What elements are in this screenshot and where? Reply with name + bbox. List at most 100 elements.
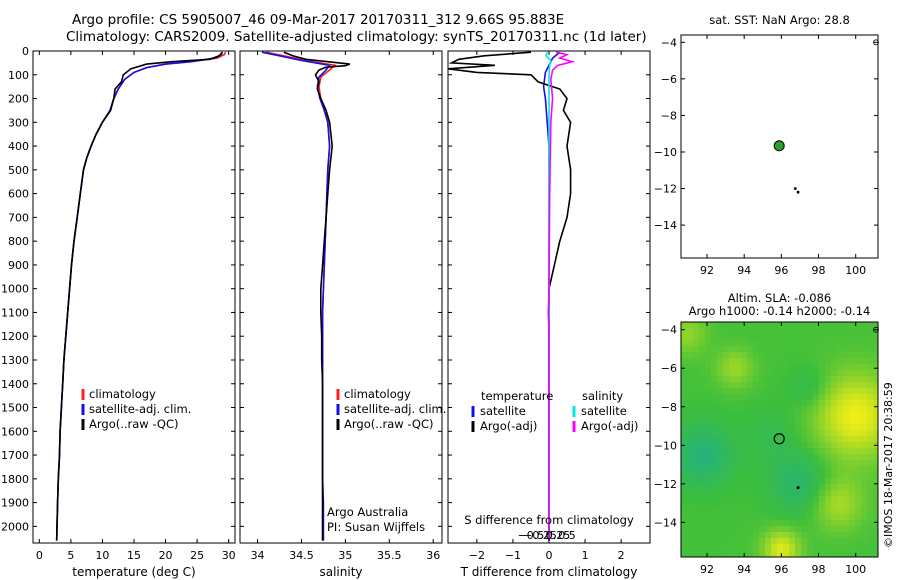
sla-heatmap-cell [843, 466, 850, 473]
sla-heatmap-cell [759, 520, 766, 527]
sla-heatmap-cell [699, 484, 706, 491]
sla-heatmap-cell [855, 328, 862, 335]
sla-heatmap-cell [687, 478, 694, 485]
sla-heatmap-cell [705, 412, 712, 419]
sla-heatmap-cell [723, 376, 730, 383]
sla-heatmap-cell [801, 484, 808, 491]
sla-heatmap-cell [735, 346, 742, 353]
sla-heatmap-cell [861, 472, 868, 479]
sla-heatmap-cell [801, 466, 808, 473]
sla-heatmap-cell [735, 322, 742, 329]
sla-heatmap-cell [753, 496, 760, 503]
sla-heatmap-cell [825, 538, 832, 545]
sla-heatmap-cell [729, 448, 736, 455]
sla-heatmap-cell [771, 400, 778, 407]
sla-heatmap-cell [831, 358, 838, 365]
sla-heatmap-cell [747, 436, 754, 443]
sla-heatmap-cell [747, 490, 754, 497]
sla-heatmap-cell [687, 496, 694, 503]
sla-heatmap-cell [699, 340, 706, 347]
sla-heatmap-cell [729, 328, 736, 335]
sla-heatmap-cell [759, 448, 766, 455]
sla-heatmap-cell [765, 340, 772, 347]
sla-heatmap-cell [855, 346, 862, 353]
sla-heatmap-cell [705, 448, 712, 455]
sla-heatmap-cell [867, 388, 874, 395]
sla-heatmap-cell [813, 364, 820, 371]
sla-heatmap-cell [699, 538, 706, 545]
sla-heatmap-cell [831, 502, 838, 509]
y-tick-label: 1500 [1, 402, 29, 415]
title-line1: Argo profile: CS 5905007_46 09-Mar-2017 … [72, 12, 565, 28]
sla-heatmap-cell [753, 412, 760, 419]
sla-heatmap-cell [783, 370, 790, 377]
sla-heatmap-cell [873, 526, 879, 533]
sla-heatmap-cell [813, 346, 820, 353]
sla-heatmap-cell [855, 412, 862, 419]
series-salinity-climatology [266, 51, 337, 541]
sla-heatmap-cell [855, 484, 862, 491]
sla-heatmap-cell [795, 358, 802, 365]
sla-heatmap-cell [801, 490, 808, 497]
sla-heatmap-cell [825, 376, 832, 383]
sla-heatmap-cell [741, 370, 748, 377]
sla-heatmap-cell [813, 544, 820, 551]
sla-heatmap-cell [705, 520, 712, 527]
sla-heatmap-cell [861, 448, 868, 455]
sla-heatmap-cell [777, 442, 784, 449]
sla-heatmap-cell [801, 532, 808, 539]
map-x-tick-label: 92 [700, 264, 714, 277]
sla-heatmap-cell [843, 502, 850, 509]
sla-heatmap-cell [741, 364, 748, 371]
sla-heatmap-cell [699, 442, 706, 449]
sla-heatmap-cell [867, 418, 874, 425]
sla-heatmap-cell [729, 538, 736, 545]
sla-heatmap-cell [831, 424, 838, 431]
sla-heatmap-cell [705, 532, 712, 539]
sla-heatmap-cell [855, 490, 862, 497]
sla-heatmap-cell [789, 370, 796, 377]
sla-heatmap-cell [855, 466, 862, 473]
sla-heatmap-cell [687, 448, 694, 455]
sla-heatmap-cell [705, 538, 712, 545]
sla-heatmap-cell [789, 430, 796, 437]
sla-heatmap-cell [795, 538, 802, 545]
sla-heatmap-cell [681, 322, 688, 329]
sla-heatmap-cell [855, 538, 862, 545]
sla-heatmap-cell [867, 532, 874, 539]
sla-heatmap-cell [801, 514, 808, 521]
sla-heatmap-cell [807, 484, 814, 491]
sla-heatmap-cell [789, 358, 796, 365]
sla-heatmap-cell [705, 322, 712, 329]
sla-heatmap-cell [873, 496, 879, 503]
y-tick-label: 2000 [1, 520, 29, 533]
sla-heatmap-cell [735, 352, 742, 359]
sla-heatmap-cell [867, 400, 874, 407]
sla-heatmap-cell [765, 508, 772, 515]
sla-heatmap-cell [765, 394, 772, 401]
sla-heatmap-cell [843, 346, 850, 353]
sla-heatmap-cell [711, 538, 718, 545]
y-tick-label: 1900 [1, 497, 29, 510]
sla-heatmap-cell [783, 508, 790, 515]
sla-heatmap-cell [831, 430, 838, 437]
sla-heatmap-cell [687, 352, 694, 359]
sla-heatmap-cell [771, 358, 778, 365]
sla-heatmap-cell [723, 436, 730, 443]
sla-heatmap-cell [819, 490, 826, 497]
sla-heatmap-cell [861, 346, 868, 353]
sla-heatmap-cell [795, 490, 802, 497]
sla-heatmap-cell [783, 502, 790, 509]
x-tick-label-differences: 1 [582, 549, 589, 562]
sla-heatmap-cell [795, 436, 802, 443]
sla-heatmap-cell [735, 478, 742, 485]
x-tick-label-differences: −1 [505, 549, 521, 562]
sla-heatmap-cell [849, 490, 856, 497]
sla-heatmap-cell [765, 436, 772, 443]
sla-heatmap-cell [819, 424, 826, 431]
sla-heatmap-cell [717, 376, 724, 383]
sla-heatmap-cell [681, 382, 688, 389]
sla-heatmap-cell [741, 406, 748, 413]
y-tick-label: 1600 [1, 425, 29, 438]
sla-heatmap-cell [681, 328, 688, 335]
